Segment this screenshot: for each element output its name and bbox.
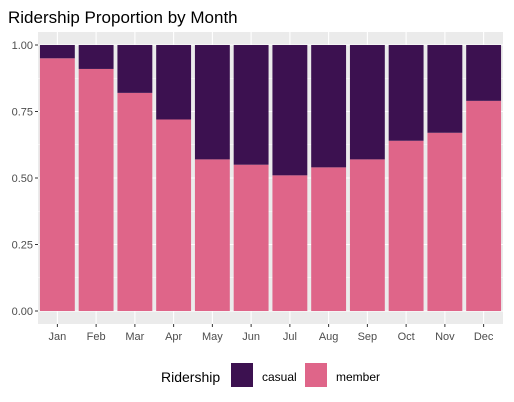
legend-title: Ridership	[161, 369, 220, 385]
bar-casual-may	[194, 45, 230, 160]
x-tick-label: Dec	[474, 331, 494, 343]
bar-member-apr	[156, 119, 192, 311]
bar-member-sep	[349, 159, 385, 311]
bar-casual-oct	[388, 45, 424, 141]
bar-casual-jun	[233, 45, 269, 165]
x-axis: Jan Feb Mar Apr May Jun Jul Aug Sep Oct Nov Dec	[49, 324, 494, 343]
bar-casual-nov	[427, 45, 463, 133]
x-tick-label: Oct	[398, 331, 415, 343]
bar-casual-dec	[466, 45, 502, 101]
bar-member-may	[194, 159, 230, 311]
x-tick-label: Nov	[435, 331, 455, 343]
y-tick-label: 0.75	[12, 107, 33, 119]
x-tick-label: Feb	[87, 331, 106, 343]
bar-casual-jan	[39, 45, 75, 59]
x-tick-label: Aug	[319, 331, 339, 343]
y-tick-label: 0.00	[12, 306, 33, 318]
bar-member-nov	[427, 132, 463, 311]
bar-member-jan	[39, 58, 75, 311]
y-tick-label: 0.25	[12, 240, 33, 252]
bar-member-dec	[466, 100, 502, 311]
x-tick-label: Apr	[165, 331, 182, 343]
bar-member-oct	[388, 140, 424, 311]
bar-casual-apr	[156, 45, 192, 120]
bar-casual-mar	[117, 45, 153, 93]
x-tick-label: Mar	[125, 331, 144, 343]
bar-member-feb	[78, 68, 114, 311]
bar-casual-aug	[311, 45, 347, 168]
bar-member-aug	[311, 167, 347, 311]
bar-member-jul	[272, 175, 308, 311]
y-tick-label: 1.00	[12, 40, 33, 52]
x-tick-label: May	[202, 331, 223, 343]
legend-label-casual: casual	[262, 370, 297, 384]
x-tick-label: Sep	[358, 331, 378, 343]
x-tick-label: Jul	[283, 331, 297, 343]
bar-member-jun	[233, 164, 269, 311]
legend-swatch-casual	[231, 363, 253, 387]
y-axis: 0.00 0.25 0.50 0.75 1.00	[12, 40, 38, 318]
chart-title: Ridership Proportion by Month	[8, 8, 238, 27]
bar-member-mar	[117, 92, 153, 311]
bar-casual-jul	[272, 45, 308, 176]
plot-panel	[38, 32, 503, 324]
x-tick-label: Jun	[242, 331, 260, 343]
y-tick-label: 0.50	[12, 173, 33, 185]
legend-label-member: member	[336, 370, 380, 384]
bar-casual-feb	[78, 45, 114, 69]
x-tick-label: Jan	[49, 331, 67, 343]
legend-swatch-member	[305, 363, 327, 387]
legend: Ridership casual member	[161, 363, 380, 387]
bar-casual-sep	[349, 45, 385, 160]
